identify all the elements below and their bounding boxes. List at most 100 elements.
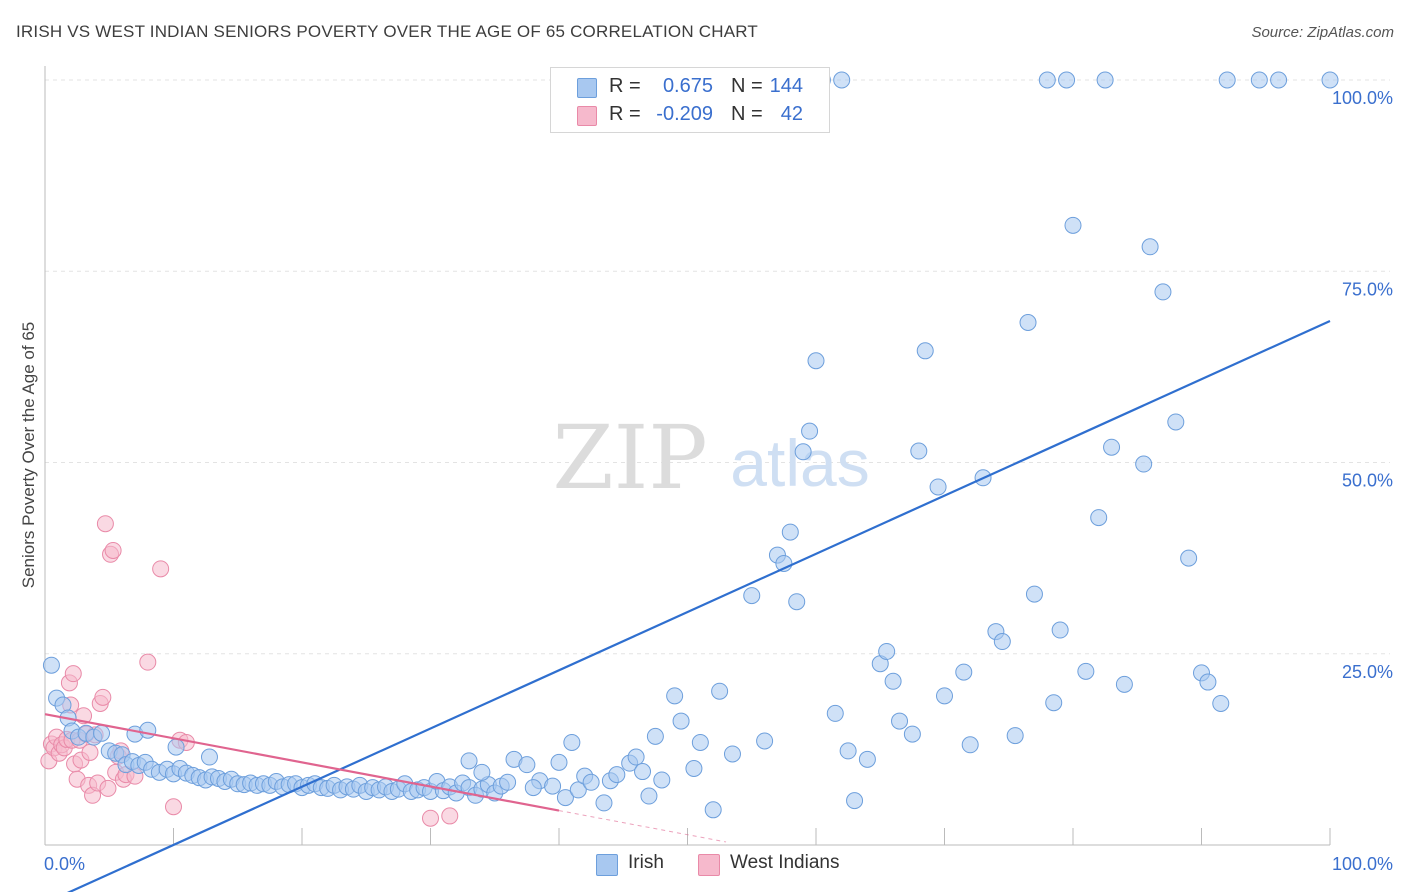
irish-point xyxy=(1058,71,1076,89)
irish-point xyxy=(550,753,568,771)
west-indians-swatch xyxy=(577,106,597,126)
irish-point xyxy=(916,342,934,360)
west-indians-point xyxy=(64,665,82,683)
r-value: 0.675 xyxy=(662,75,713,97)
irish-point xyxy=(646,727,664,745)
irish-swatch xyxy=(596,854,618,876)
irish-point xyxy=(1019,314,1037,332)
irish-point xyxy=(858,750,876,768)
irish-point xyxy=(903,725,921,743)
irish-point xyxy=(518,756,536,774)
irish-points xyxy=(42,71,1339,819)
irish-point xyxy=(563,733,581,751)
irish-point xyxy=(1051,621,1069,639)
irish-point xyxy=(743,587,761,605)
irish-point xyxy=(1064,216,1082,234)
tick-labels: 25.0% 50.0% 75.0% 100.0% 0.0% 100.0% xyxy=(44,88,1393,874)
legend-label: West Indians xyxy=(730,852,840,873)
legend-label: Irish xyxy=(628,852,664,873)
n-value: 42 xyxy=(780,103,803,125)
irish-point xyxy=(608,766,626,784)
irish-point xyxy=(1103,438,1121,456)
west-indians-point xyxy=(165,798,182,816)
irish-point xyxy=(993,633,1011,651)
n-value: 144 xyxy=(769,75,803,97)
irish-point xyxy=(1025,585,1043,603)
chart-title: IRISH VS WEST INDIAN SENIORS POVERTY OVE… xyxy=(16,22,758,41)
west-indians-point xyxy=(152,560,170,578)
irish-point xyxy=(499,773,517,791)
irish-point xyxy=(756,732,774,750)
irish-point xyxy=(1135,455,1153,473)
y-tick-label: 50.0% xyxy=(1342,471,1393,491)
west-indians-trend-extension xyxy=(558,810,727,843)
irish-point xyxy=(1167,413,1185,431)
irish-point xyxy=(1141,238,1159,256)
irish-point xyxy=(1045,694,1063,712)
y-tick-label: 75.0% xyxy=(1342,279,1393,299)
irish-point xyxy=(807,352,825,370)
irish-point xyxy=(961,736,979,754)
west-indians-point xyxy=(139,653,157,671)
n-label: N = xyxy=(731,103,763,125)
y-axis-label: Seniors Poverty Over the Age of 65 xyxy=(19,322,38,588)
irish-point xyxy=(1090,509,1108,527)
r-label: R = xyxy=(609,75,641,97)
irish-point xyxy=(723,745,741,763)
irish-point xyxy=(634,763,652,781)
irish-point xyxy=(524,779,542,797)
r-label: R = xyxy=(609,103,641,125)
watermark-zip: ZIP xyxy=(552,406,707,509)
irish-point xyxy=(936,687,953,705)
watermark: ZIP atlas xyxy=(552,406,869,509)
irish-point xyxy=(788,593,806,611)
irish-point xyxy=(884,672,902,690)
irish-point xyxy=(846,792,864,810)
irish-point xyxy=(460,752,478,770)
irish-point xyxy=(672,712,690,730)
irish-point xyxy=(1321,71,1339,89)
west-indians-swatch xyxy=(698,854,720,876)
grid-lines xyxy=(45,79,1390,655)
y-tick-label: 25.0% xyxy=(1342,662,1393,682)
y-tick-label: 100.0% xyxy=(1332,88,1393,108)
irish-point xyxy=(878,642,896,660)
west-indians-point xyxy=(104,541,122,559)
irish-point xyxy=(42,656,60,674)
r-value: -0.209 xyxy=(656,103,713,125)
n-label: N = xyxy=(731,75,763,97)
irish-point xyxy=(1115,675,1133,693)
west-indians-trend-line xyxy=(44,713,560,812)
irish-point xyxy=(582,773,600,791)
irish-point xyxy=(955,663,973,681)
irish-point xyxy=(1154,283,1172,301)
irish-trend-line xyxy=(66,319,1331,892)
irish-point xyxy=(711,682,729,700)
irish-point xyxy=(685,760,703,777)
irish-point xyxy=(556,789,574,807)
irish-point xyxy=(139,721,157,739)
irish-point xyxy=(839,742,857,760)
source-label: Source: ZipAtlas.com xyxy=(1251,24,1394,41)
irish-point xyxy=(167,738,185,756)
irish-point xyxy=(891,712,909,730)
stats-legend: R = 0.675 N = 144 R = -0.209 N = 42 xyxy=(550,67,830,133)
west-indians-point xyxy=(94,688,112,706)
irish-point xyxy=(1180,549,1198,567)
x-tick-label: 100.0% xyxy=(1332,854,1393,874)
legend-row-irish: R = 0.675 N = 144 xyxy=(551,72,829,102)
irish-point xyxy=(544,777,562,795)
irish-point xyxy=(826,704,844,722)
irish-point xyxy=(1199,673,1217,691)
legend-row-west-indians: R = -0.209 N = 42 xyxy=(551,100,829,130)
west-indians-point xyxy=(441,807,459,825)
west-indians-point xyxy=(99,779,117,797)
irish-point xyxy=(801,422,819,440)
irish-point xyxy=(595,794,613,812)
irish-point xyxy=(794,443,812,461)
trend-lines xyxy=(44,319,1331,892)
west-indians-point xyxy=(422,809,439,827)
west-indians-point xyxy=(96,515,114,533)
irish-point xyxy=(200,748,218,766)
